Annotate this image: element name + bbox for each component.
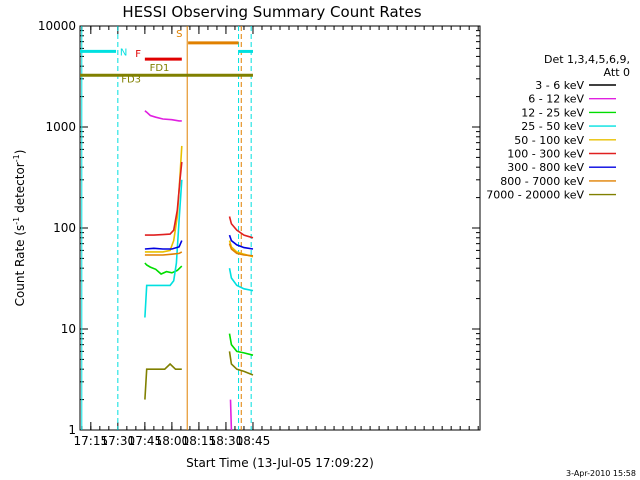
legend-label: 50 - 100 keV [514, 134, 584, 147]
x-tick-label: 17:45 [128, 434, 163, 448]
x-axis-label: Start Time (13-Jul-05 17:09:22) [186, 456, 374, 470]
y-tick-label: 10 [61, 322, 76, 336]
x-tick-label: 18:45 [236, 434, 271, 448]
plot-frame [79, 25, 481, 431]
y-tick-label: 10000 [38, 19, 76, 33]
x-tick-label: 18:30 [209, 434, 244, 448]
legend-label: 300 - 800 keV [507, 161, 584, 174]
x-tick-label: 17:15 [74, 434, 109, 448]
x-tick-label: 17:30 [101, 434, 136, 448]
series-line [144, 110, 182, 122]
x-tick-label: 18:15 [182, 434, 217, 448]
legend-label: 100 - 300 keV [507, 148, 584, 161]
legend-header-line1: Det 1,3,4,5,6,9, [544, 53, 630, 66]
plot-area: 1 10 100 1000 10000 17:1517:3017:4518:0018:15… [38, 19, 481, 448]
legend-label: 3 - 6 keV [535, 79, 584, 92]
y-tick-label: 100 [53, 221, 76, 235]
flag-label: N [120, 47, 127, 58]
flag-label: F [135, 49, 141, 60]
series-line [228, 333, 254, 356]
series-line [144, 240, 183, 250]
series-line [144, 362, 182, 400]
y-tick-label: 1000 [45, 120, 76, 134]
series-line [228, 351, 254, 376]
series-line [228, 268, 254, 292]
legend-label: 25 - 50 keV [521, 120, 584, 133]
flag-label: FD3 [121, 74, 141, 85]
footer-date: 3-Apr-2010 15:58 [566, 469, 636, 478]
legend-header-line2: Att 0 [604, 66, 630, 79]
x-tick-label: 18:00 [155, 434, 190, 448]
series-line [228, 243, 254, 257]
chart-title: HESSI Observing Summary Count Rates [122, 3, 421, 21]
legend-label: 7000 - 20000 keV [486, 189, 584, 202]
series-line [144, 179, 183, 318]
flag-label: FD1 [150, 63, 170, 74]
flag-label: S [176, 29, 182, 40]
y-axis-label: Count Rate (s-1 detector-1) [12, 150, 27, 307]
series-line [144, 145, 183, 253]
series-line [229, 399, 233, 431]
legend-label: 800 - 7000 keV [500, 175, 584, 188]
series-line [228, 216, 254, 239]
legend-label: 12 - 25 keV [521, 106, 584, 119]
series-line [228, 234, 254, 250]
y-tick-label: 1 [68, 423, 76, 437]
legend-label: 6 - 12 keV [528, 93, 584, 106]
series-line [144, 161, 183, 236]
series-line [144, 251, 183, 256]
